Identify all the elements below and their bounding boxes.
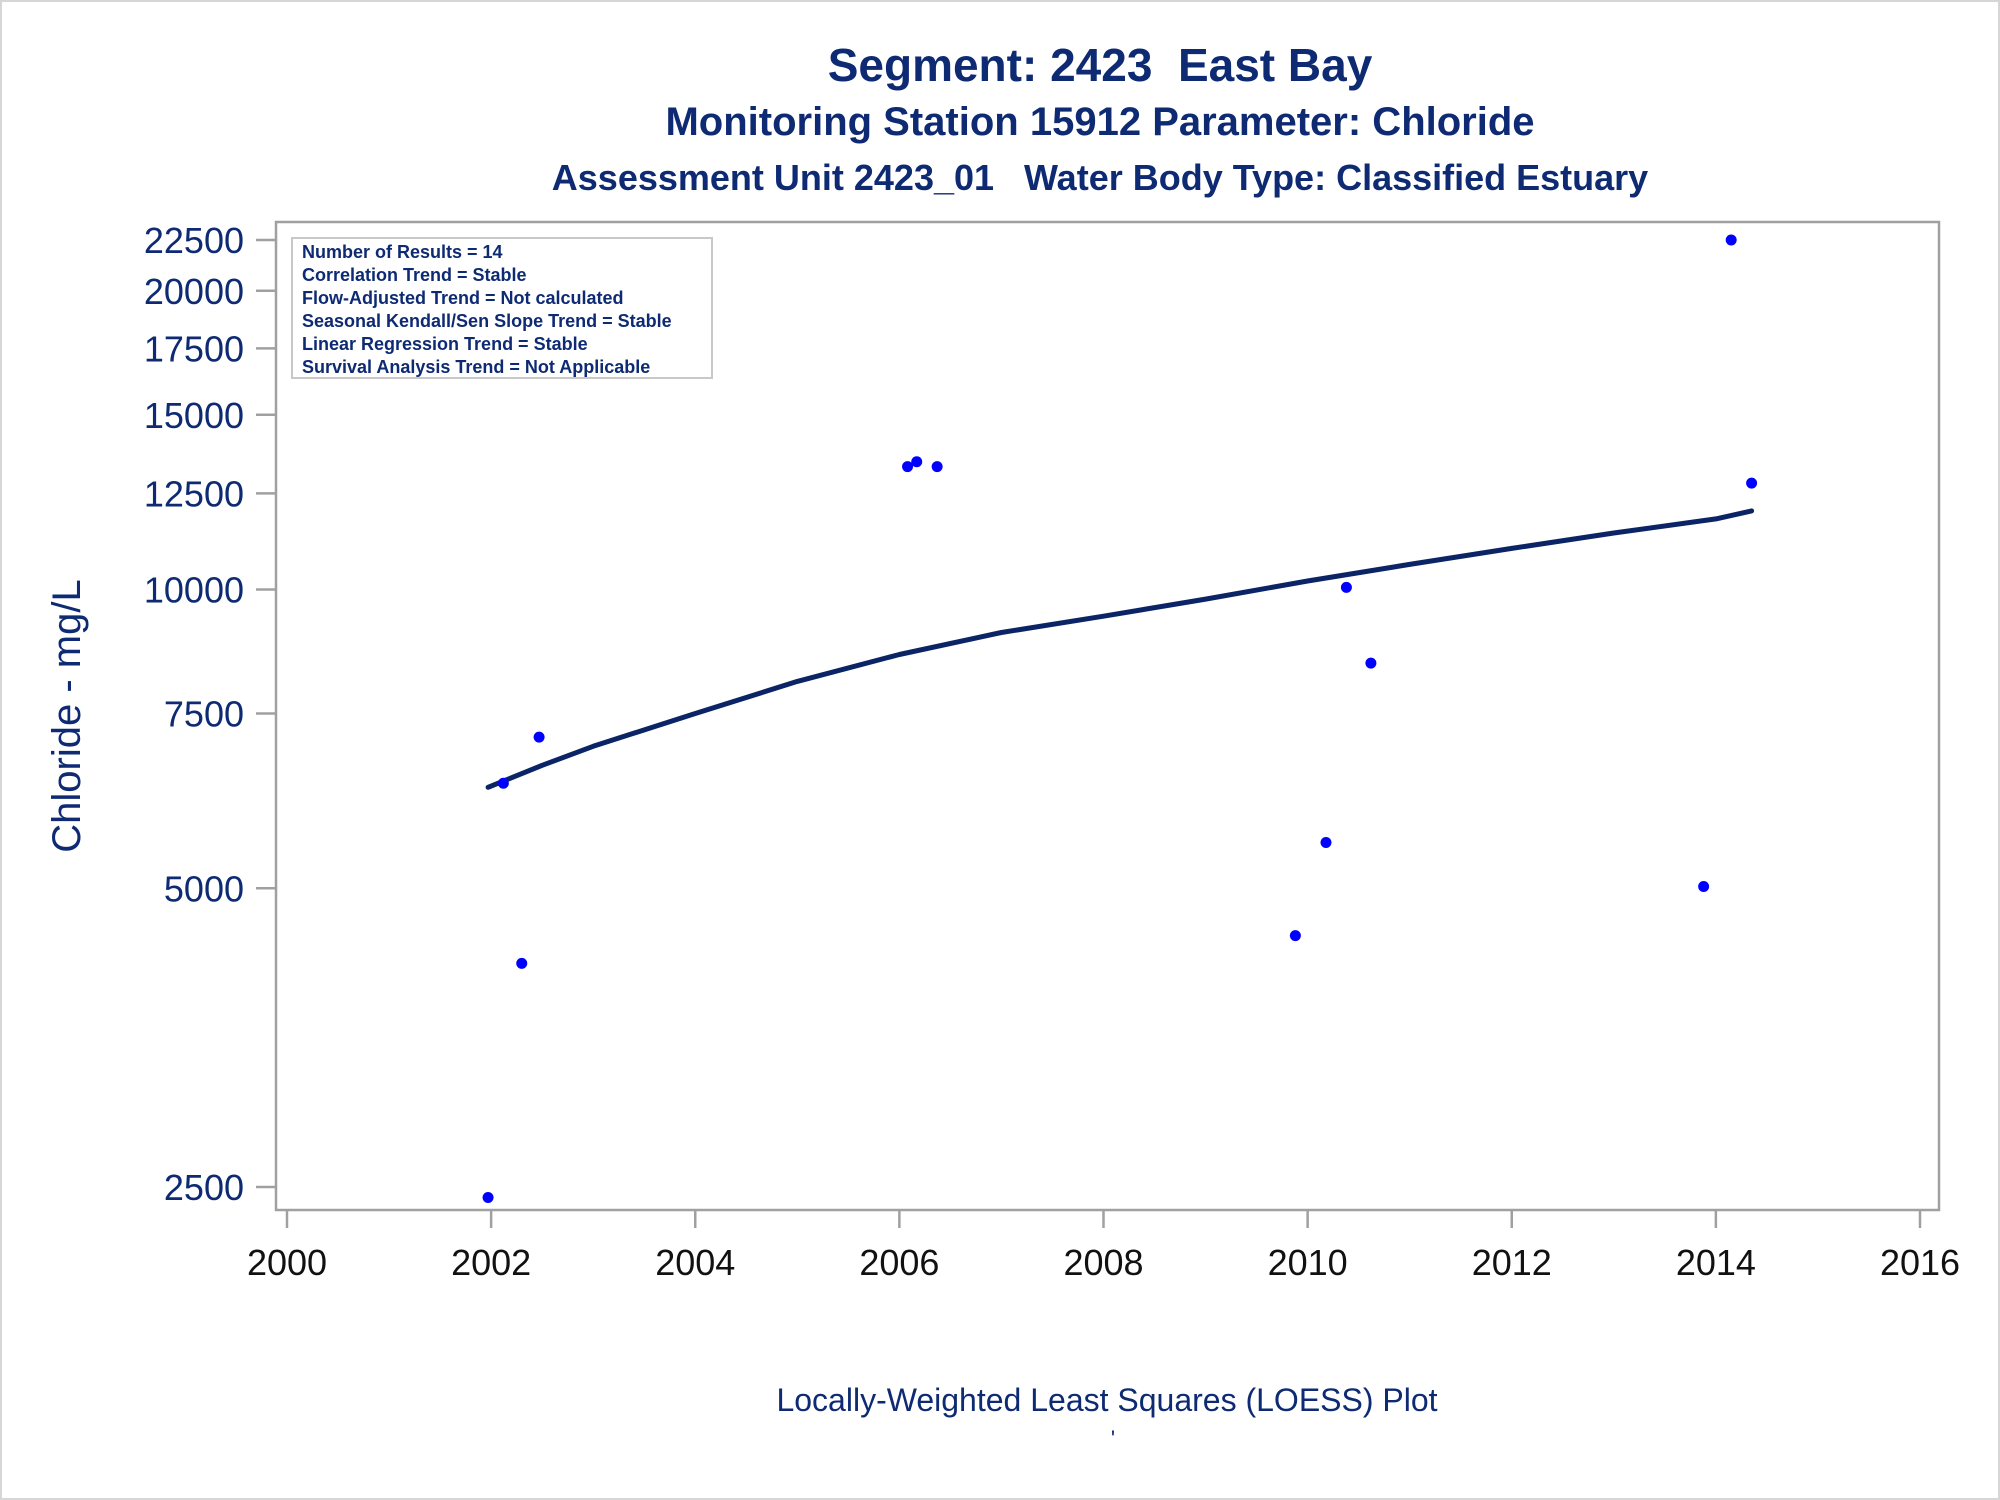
chart-subtitle-assessment: Assessment Unit 2423_01 Water Body Type:…: [551, 157, 1649, 198]
data-point: [1698, 881, 1710, 893]
x-tick-label: 2004: [655, 1242, 735, 1283]
footnote-mark: ': [1111, 1426, 1115, 1451]
x-tick-label: 2006: [859, 1242, 939, 1283]
data-point: [902, 461, 914, 473]
data-point: [911, 456, 923, 468]
x-tick-label: 2002: [451, 1242, 531, 1283]
data-point: [482, 1191, 494, 1203]
chart-subtitle-station: Monitoring Station 15912 Parameter: Chlo…: [665, 100, 1535, 144]
data-point: [1365, 657, 1377, 669]
data-point: [1340, 581, 1352, 593]
data-point: [533, 731, 545, 743]
stats-legend-box: [291, 237, 713, 379]
y-tick-label: 15000: [144, 395, 244, 436]
x-tick-label: 2008: [1063, 1242, 1143, 1283]
data-point: [1320, 836, 1332, 848]
stats-line: Linear Regression Trend = Stable: [302, 334, 588, 354]
loess-curve: [485, 508, 1755, 790]
y-tick-label: 17500: [144, 328, 244, 369]
x-tick-label: 2012: [1472, 1242, 1552, 1283]
data-point: [931, 461, 943, 473]
y-tick-label: 7500: [164, 694, 244, 735]
stats-line: Correlation Trend = Stable: [302, 265, 527, 285]
y-tick-label: 5000: [164, 868, 244, 909]
footnote: Locally-Weighted Least Squares (LOESS) P…: [776, 1382, 1437, 1418]
x-axis: 2000 2002 2004 2006 2008 2010 2012 2014 2016: [247, 1210, 1960, 1283]
stats-line: Survival Analysis Trend = Not Applicable: [302, 357, 650, 377]
data-point: [1746, 477, 1758, 489]
y-tick-label: 22500: [144, 220, 244, 261]
y-tick-label: 10000: [144, 570, 244, 611]
y-tick-label: 12500: [144, 473, 244, 514]
x-tick-label: 2010: [1268, 1242, 1348, 1283]
data-point: [516, 957, 528, 969]
data-points: [482, 234, 1758, 1203]
plot-area-frame: [274, 220, 1941, 1212]
y-tick-label: 2500: [164, 1167, 244, 1208]
chart-title: Segment: 2423 East Bay: [827, 39, 1373, 91]
stats-line: Seasonal Kendall/Sen Slope Trend = Stabl…: [302, 311, 672, 331]
stats-line: Flow-Adjusted Trend = Not calculated: [302, 288, 624, 308]
data-point: [497, 777, 509, 789]
y-axis: 2500 5000 7500 10000 12500 15000 17500 20000 225…: [144, 220, 276, 1208]
data-point: [1289, 930, 1301, 942]
stats-line: Number of Results = 14: [302, 242, 503, 262]
x-tick-label: 2000: [247, 1242, 327, 1283]
y-axis-label: Chloride - mg/L: [45, 579, 89, 852]
stats-legend: Number of Results = 14 Correlation Trend …: [291, 237, 713, 379]
x-tick-label: 2016: [1880, 1242, 1960, 1283]
y-tick-label: 20000: [144, 271, 244, 312]
data-point: [1725, 234, 1737, 246]
x-tick-label: 2014: [1676, 1242, 1756, 1283]
